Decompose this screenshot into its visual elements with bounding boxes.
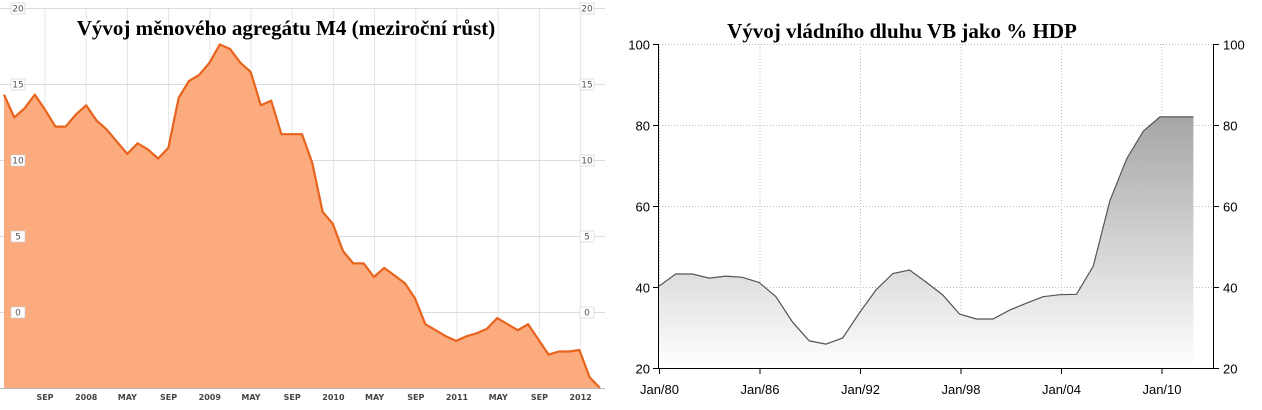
debt-xtick-label: Jan/92 xyxy=(841,382,880,397)
debt-xtick-label: Jan/98 xyxy=(941,382,980,397)
m4-ytick-label-left: 5 xyxy=(15,233,21,243)
m4-area xyxy=(4,44,600,388)
m4-ytick-box-left xyxy=(10,2,26,15)
m4-chart-title: Vývoj měnového agregátu M4 (meziroční rů… xyxy=(77,16,496,40)
m4-xtick-label: 2009 xyxy=(199,393,222,402)
debt-ytick-label-right: 80 xyxy=(1223,119,1237,134)
m4-series-line xyxy=(2,43,601,389)
debt-area xyxy=(659,116,1194,369)
debt-xtick-label: Jan/86 xyxy=(740,382,779,397)
m4-ytick-label-left: 10 xyxy=(12,157,24,167)
m4-ytick-label-right: 0 xyxy=(584,309,590,319)
debt-ytick-label-right: 100 xyxy=(1223,38,1245,53)
m4-ytick-box-left xyxy=(10,154,26,167)
m4-ytick-box-left xyxy=(10,78,26,91)
debt-ytick-label-left: 60 xyxy=(636,200,650,215)
m4-ytick-box-right xyxy=(579,154,595,167)
m4-ytick-box-left xyxy=(10,230,26,243)
m4-xtick-label: SEP xyxy=(284,393,301,402)
m4-xtick-label: SEP xyxy=(160,393,177,402)
m4-xtick-label: MAY xyxy=(489,393,508,402)
m4-ytick-label-right: 10 xyxy=(581,157,593,167)
debt-ytick-label-left: 20 xyxy=(636,362,650,377)
m4-xtick-label: SEP xyxy=(531,393,548,402)
m4-chart: 20 20 15 15 10 10 5 5 0 0 SEP 2008 MAY SEP 2009 MAY SEP 2… xyxy=(0,0,605,410)
debt-ytick-label-left: 80 xyxy=(636,119,650,134)
debt-ytick-label-right: 20 xyxy=(1223,362,1237,377)
debt-chart-title: Vývoj vládního dluhu VB jako % HDP xyxy=(727,19,1077,43)
m4-ytick-box-right xyxy=(579,306,595,319)
m4-ytick-label-right: 20 xyxy=(581,5,593,15)
m4-ytick-label-left: 0 xyxy=(15,309,21,319)
m4-xtick-label: 2011 xyxy=(446,393,469,402)
m4-ytick-box-left xyxy=(10,306,26,319)
m4-ytick-label-left: 20 xyxy=(12,5,24,15)
debt-chart-panel: 100 100 80 80 60 60 40 40 20 20 Jan/80 Jan/86 Jan/92… xyxy=(605,0,1262,410)
m4-ytick-label-right: 5 xyxy=(584,233,590,243)
debt-xtick-label: Jan/04 xyxy=(1042,382,1081,397)
debt-xtick-label: Jan/80 xyxy=(640,382,679,397)
m4-ytick-label-left: 15 xyxy=(12,81,23,91)
m4-xtick-label: SEP xyxy=(407,393,424,402)
m4-ytick-box-right xyxy=(579,2,595,15)
m4-xtick-label: MAY xyxy=(365,393,384,402)
debt-series-line xyxy=(658,116,1194,345)
debt-ytick-label-left: 40 xyxy=(636,281,650,296)
m4-chart-panel: 20 20 15 15 10 10 5 5 0 0 SEP 2008 MAY SEP 2009 MAY SEP 2… xyxy=(0,0,605,410)
debt-ytick-label-right: 60 xyxy=(1223,200,1237,215)
m4-ytick-box-right xyxy=(579,230,595,243)
m4-xtick-label: SEP xyxy=(36,393,53,402)
m4-xtick-label: 2010 xyxy=(322,393,345,402)
debt-chart: 100 100 80 80 60 60 40 40 20 20 Jan/80 Jan/86 Jan/92… xyxy=(628,19,1245,397)
m4-xtick-label: MAY xyxy=(241,393,260,402)
m4-ytick-label-right: 15 xyxy=(581,81,592,91)
m4-ytick-box-right xyxy=(579,78,595,91)
debt-ytick-label-left: 100 xyxy=(628,38,650,53)
debt-xtick-label: Jan/10 xyxy=(1142,382,1181,397)
m4-xtick-label: 2012 xyxy=(569,393,591,402)
m4-xtick-label: 2008 xyxy=(75,393,98,402)
m4-xtick-label: MAY xyxy=(118,393,137,402)
debt-ytick-label-right: 40 xyxy=(1223,281,1237,296)
